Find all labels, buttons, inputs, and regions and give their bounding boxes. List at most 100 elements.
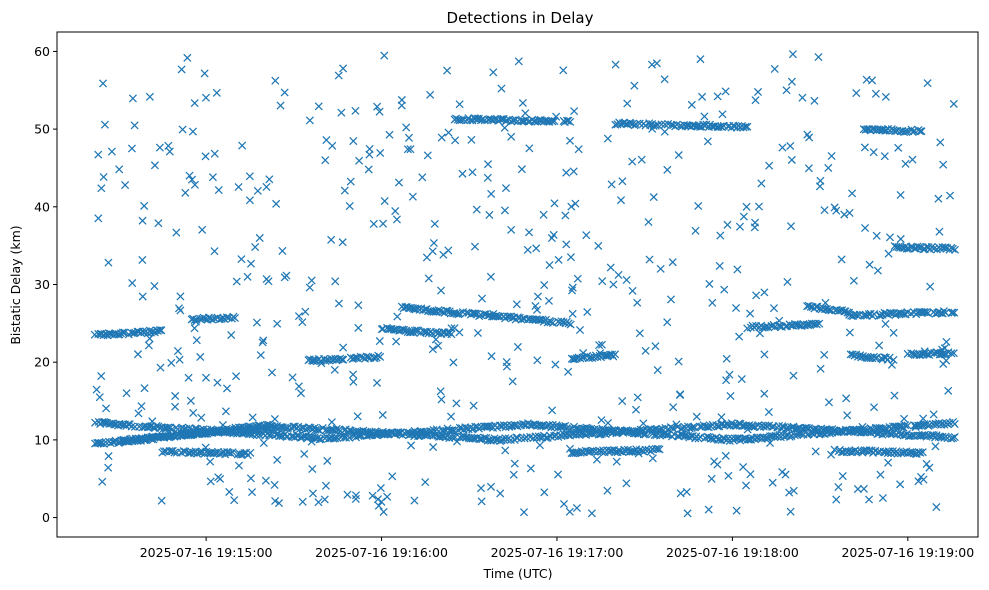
data-point <box>150 161 159 170</box>
data-point <box>234 182 243 192</box>
data-point <box>876 470 885 479</box>
data-point <box>94 214 103 223</box>
data-point <box>922 459 931 468</box>
data-point <box>787 155 796 164</box>
data-point <box>149 435 158 444</box>
data-point <box>339 64 348 73</box>
data-point <box>592 455 601 464</box>
data-point <box>232 277 241 286</box>
data-point <box>419 327 428 336</box>
data-point <box>458 169 467 178</box>
data-point <box>159 424 168 433</box>
data-point <box>385 429 394 438</box>
data-point <box>243 272 252 281</box>
data-point <box>181 188 190 197</box>
data-point <box>947 349 956 358</box>
y-tick-label: 10 <box>34 432 50 447</box>
data-point <box>437 395 446 404</box>
data-point <box>770 64 779 73</box>
data-point <box>354 301 363 310</box>
data-point <box>713 92 722 101</box>
data-point <box>418 173 427 182</box>
data-point <box>230 313 239 323</box>
data-point <box>559 318 568 327</box>
data-point <box>630 81 639 90</box>
data-point <box>787 77 796 86</box>
data-point <box>708 298 717 307</box>
data-point <box>447 330 456 339</box>
data-point <box>100 120 109 129</box>
data-point <box>731 421 740 430</box>
data-point <box>683 509 692 518</box>
data-point <box>562 168 571 177</box>
data-point <box>565 507 574 516</box>
data-point <box>97 184 106 193</box>
data-point <box>448 433 457 442</box>
data-point <box>178 125 187 134</box>
data-point <box>594 241 603 250</box>
data-point <box>130 121 139 130</box>
data-point <box>174 304 184 313</box>
data-point <box>104 452 113 461</box>
data-point <box>138 255 147 264</box>
data-point <box>380 51 389 60</box>
data-point <box>331 277 340 286</box>
data-point <box>212 88 221 97</box>
data-point <box>246 474 255 483</box>
data-point <box>803 130 812 139</box>
data-point <box>869 403 879 412</box>
data-point <box>487 189 496 198</box>
data-point <box>247 424 256 433</box>
data-point <box>410 496 419 505</box>
data-point <box>885 353 894 362</box>
data-point <box>376 484 385 493</box>
data-point <box>948 308 957 317</box>
data-point <box>564 367 573 376</box>
data-point <box>206 457 215 466</box>
data-point <box>509 470 518 479</box>
data-point <box>611 60 620 69</box>
data-point <box>926 282 935 291</box>
data-point <box>597 340 606 349</box>
data-point <box>330 365 339 374</box>
data-point <box>294 312 303 321</box>
y-tick-label: 30 <box>34 277 50 292</box>
data-point <box>696 55 705 64</box>
data-point <box>471 309 480 318</box>
data-point <box>940 243 949 252</box>
data-point <box>880 152 889 161</box>
data-point <box>501 184 511 193</box>
data-point <box>317 359 326 368</box>
data-point <box>128 94 137 103</box>
data-point <box>171 391 180 401</box>
data-point <box>262 182 271 191</box>
data-point <box>104 258 113 267</box>
data-point <box>533 292 542 301</box>
data-point <box>400 325 409 334</box>
data-point <box>526 464 535 473</box>
data-point <box>884 249 893 258</box>
data-point <box>760 350 769 359</box>
data-point <box>936 138 945 147</box>
data-point <box>190 180 199 189</box>
data-point <box>929 410 938 419</box>
data-point <box>693 122 702 131</box>
data-point <box>171 402 180 411</box>
data-point <box>428 345 437 354</box>
data-point <box>322 136 331 145</box>
data-point <box>651 342 660 351</box>
data-point <box>351 353 361 362</box>
data-point <box>238 141 247 150</box>
data-point <box>436 286 446 295</box>
data-point <box>721 451 730 460</box>
data-point <box>830 203 839 212</box>
data-point <box>155 143 164 152</box>
data-point <box>274 499 284 508</box>
data-point <box>853 484 862 494</box>
data-point <box>261 476 270 485</box>
data-point <box>742 202 751 211</box>
data-point <box>915 243 924 252</box>
data-point <box>237 255 246 264</box>
data-point <box>567 286 577 295</box>
data-point <box>253 186 262 195</box>
